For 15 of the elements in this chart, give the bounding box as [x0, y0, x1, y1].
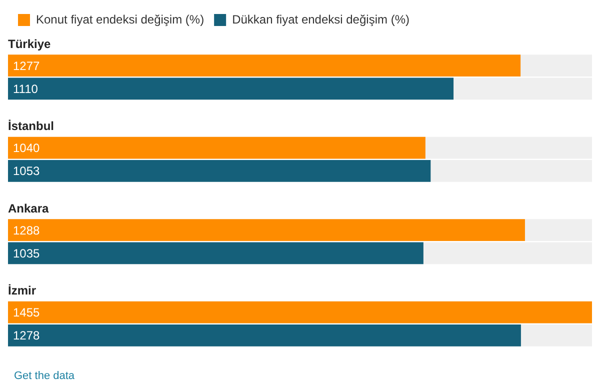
data-label: 1040 [13, 141, 40, 156]
text: Get the data [14, 370, 75, 382]
legend-label: Konut fiyat endeksi değişim (%) [36, 12, 204, 26]
data-label: 1053 [13, 164, 40, 178]
data-label: 1278 [13, 328, 40, 343]
data-label: 1035 [13, 246, 40, 260]
data-label: 1455 [13, 306, 40, 320]
y-tick-label: İstanbul [8, 119, 54, 134]
y-tick-label: İzmir [8, 284, 36, 298]
legend-label: Dükkan fiyat endeksi değişim (%) [232, 12, 410, 26]
y-tick-label: Türkiye [8, 36, 52, 51]
data-label: 1288 [13, 223, 40, 238]
data-label: 1110 [13, 82, 38, 96]
data-label: 1277 [13, 58, 40, 73]
y-tick-label: Ankara [8, 201, 50, 216]
